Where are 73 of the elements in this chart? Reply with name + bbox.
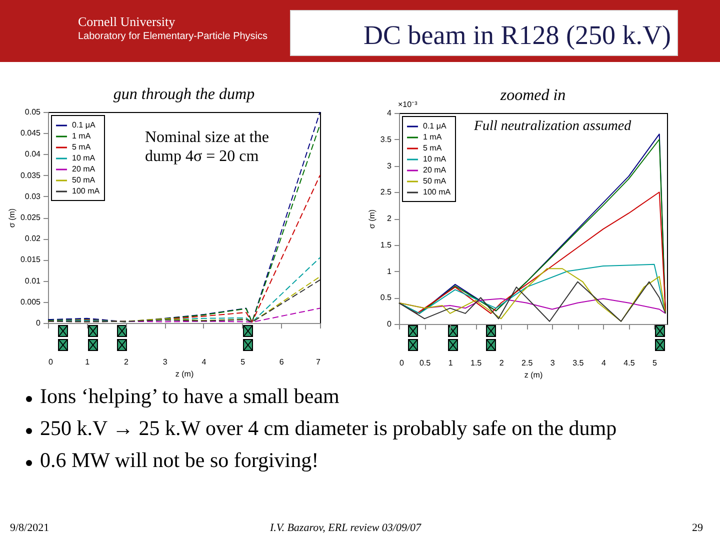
text: 0.6 MW will not be so forgiving! [40, 448, 319, 473]
x-tick-label: 1 [448, 358, 454, 368]
y-tick-label: 0.015 [20, 255, 42, 264]
x-tick-label: 2.5 [522, 358, 534, 368]
annotation: Full neutralization assumed [474, 119, 632, 135]
x-tick-label: 3 [162, 358, 168, 366]
x-tick-label: 0 [400, 358, 404, 368]
legend-label: 20 mA [72, 164, 96, 174]
legend-label: 0.1 μA [423, 122, 447, 130]
text: Laboratory for Elementary-Particle Physics [78, 31, 268, 42]
chart-title: zoomed in [499, 87, 566, 104]
y-tick-label: 0.005 [20, 297, 42, 306]
y-tick-label: 0.03 [24, 192, 42, 201]
y-tick-label: 0.05 [24, 108, 42, 116]
y-tick-label: 0 [387, 320, 392, 328]
line-series [398, 268, 666, 322]
y-axis-title: σ (m) [7, 208, 16, 228]
text: ×10⁻³ [398, 99, 418, 109]
y-tick-label: 2 [387, 214, 392, 223]
line-series [398, 281, 666, 322]
legend-label: 50 mA [72, 176, 96, 184]
legend-label: 1 mA [72, 132, 92, 140]
y-tick-label: 0.035 [20, 170, 42, 180]
legend-label: 10 mA [72, 154, 96, 162]
y-tick-label: 0.025 [20, 213, 42, 222]
x-tick-label: 5 [652, 358, 658, 368]
y-tick-label: 0.5 [380, 293, 392, 302]
text: DC beam in R128 (250 k.V) [290, 10, 678, 56]
x-axis-title: z (m) [524, 370, 543, 380]
y-tick-label: 1 [387, 266, 392, 276]
x-tick-label: 0 [48, 358, 54, 366]
text: Ions ‘helping’ to have a small beam [40, 384, 340, 409]
text: 29 [692, 522, 703, 534]
y-tick-label: 0 [36, 318, 42, 328]
y-tick-label: 0.04 [24, 150, 42, 159]
text: Cornell University [78, 14, 176, 30]
legend-label: 0.1 μA [72, 120, 96, 130]
legend-label: 1 mA [423, 132, 442, 142]
y-axis-title: σ (m) [367, 209, 376, 229]
y-tick-label: 1.5 [380, 240, 392, 250]
legend-label: 100 mA [72, 186, 100, 196]
y-tick-label: 3 [387, 161, 392, 170]
x-tick-label: 1 [85, 358, 90, 366]
x-tick-label: 0.5 [419, 358, 432, 368]
annotation: Nominal size at the dump 4σ = 20 cm [145, 128, 270, 166]
legend-label: 5 mA [72, 142, 92, 152]
y-tick-label: 0.01 [24, 276, 42, 286]
x-axis-title: z (m) [175, 370, 194, 378]
text: 9/8/2021 [10, 522, 50, 534]
x-tick-label: 3.5 [572, 358, 584, 368]
y-tick-label: 0.045 [20, 128, 42, 138]
legend-label: 10 mA [423, 154, 447, 164]
legend-label: 50 mA [423, 176, 447, 186]
chart-title: gun through the dump [113, 86, 255, 103]
x-tick-label: 3 [550, 358, 556, 368]
legend-label: 100 mA [423, 188, 452, 196]
y-tick-label: 3.5 [380, 134, 392, 144]
x-tick-label: 2 [499, 358, 504, 368]
x-tick-label: 7 [316, 358, 322, 366]
text: 250 k.V → 25 k.W over 4 cm diameter is probably safe on the dump [40, 416, 617, 441]
text: I.V. Bazarov, ERL review 03/09/07 [270, 522, 422, 534]
x-tick-label: 2 [124, 358, 129, 366]
y-tick-label: 4 [387, 108, 392, 118]
x-tick-label: 4.5 [624, 358, 636, 368]
x-tick-label: 5 [240, 358, 246, 366]
legend-label: 20 mA [423, 166, 447, 174]
y-tick-label: 0.02 [24, 234, 42, 244]
x-tick-label: 1.5 [470, 358, 482, 368]
x-tick-label: 6 [279, 358, 284, 366]
x-tick-label: 4 [601, 358, 606, 368]
x-tick-label: 4 [202, 358, 207, 366]
y-tick-label: 2.5 [380, 188, 392, 197]
legend-label: 5 mA [423, 144, 442, 152]
